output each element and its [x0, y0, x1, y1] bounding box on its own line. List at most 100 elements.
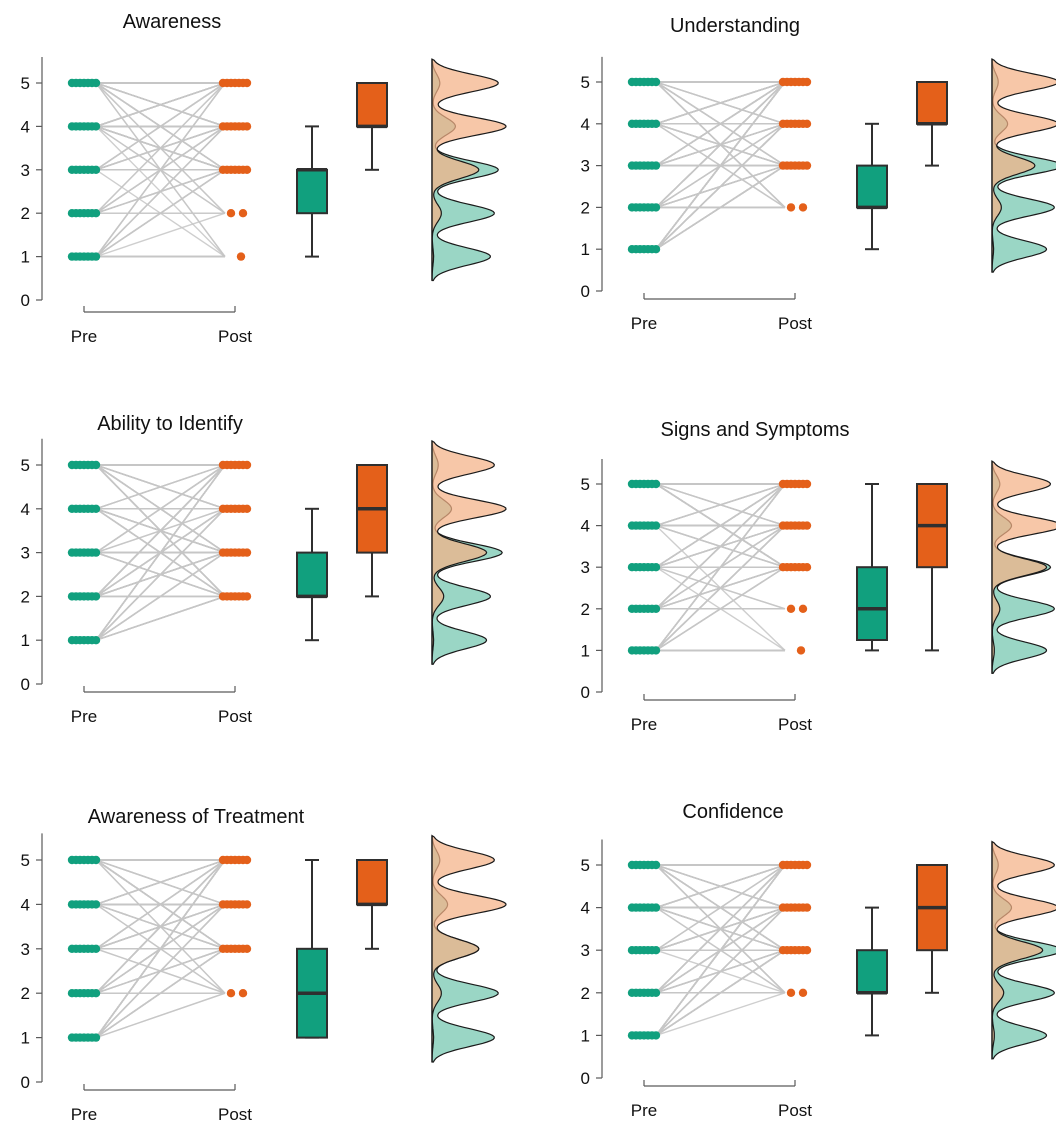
- y-tick-label: 2: [581, 198, 590, 217]
- post-point: [802, 479, 812, 489]
- pre-point: [91, 855, 101, 865]
- chart-panel-6: Confidence 0 1 2 3 4 5 Pre Post: [581, 801, 1056, 1120]
- pre-point: [91, 209, 101, 218]
- trajectory-line: [95, 508, 226, 554]
- y-tick-label: 4: [21, 500, 30, 519]
- post-outlier-point: [786, 604, 796, 613]
- post-density: [991, 840, 1056, 1060]
- y-tick-label: 3: [581, 157, 590, 176]
- post-point: [802, 903, 812, 912]
- trajectory-line: [95, 464, 226, 554]
- trajectory-line: [95, 125, 226, 258]
- post-point: [802, 563, 812, 572]
- trajectory-lines: [655, 483, 786, 652]
- pre-point: [91, 252, 101, 261]
- y-tick-label: 0: [21, 675, 30, 694]
- post-point: [242, 78, 252, 88]
- y-tick-label: 3: [581, 941, 590, 960]
- pre-point: [651, 946, 661, 955]
- chart-title: Signs and Symptoms: [661, 419, 850, 441]
- pre-point: [651, 119, 661, 128]
- post-outlier-point: [798, 988, 808, 997]
- pre-point: [651, 1031, 661, 1040]
- post-point: [802, 119, 812, 128]
- post-point: [802, 77, 812, 87]
- post-density: [991, 57, 1056, 273]
- trajectory-line: [95, 125, 226, 171]
- y-tick-label: 1: [21, 248, 30, 267]
- post-point: [802, 946, 812, 955]
- trajectory-line: [95, 82, 226, 128]
- pre-boxplot: [856, 122, 888, 251]
- post-outlier-point: [226, 209, 236, 218]
- pre-point: [91, 592, 101, 601]
- pre-boxplot: [856, 906, 888, 1037]
- post-outlier-point: [796, 646, 806, 655]
- y-tick-label: 0: [21, 1073, 30, 1092]
- post-outlier-point: [238, 989, 248, 998]
- pre-point: [91, 460, 101, 470]
- chart-panel-1: Awareness 0 1 2 3 4 5 Pre Post: [21, 11, 507, 346]
- x-tick-label: Pre: [631, 1101, 657, 1120]
- pre-point: [651, 245, 661, 254]
- trajectory-line: [95, 169, 226, 258]
- pre-point: [91, 165, 101, 174]
- trajectory-lines: [95, 464, 226, 641]
- trajectory-line: [655, 864, 786, 909]
- box-iqr: [296, 551, 328, 598]
- pre-point: [651, 563, 661, 572]
- pre-point: [651, 77, 661, 87]
- chart-panel-3: Ability to Identify 0 1 2 3 4 5 Pre Post: [21, 413, 507, 726]
- post-boxplot: [356, 464, 388, 598]
- box-iqr: [356, 859, 388, 906]
- y-tick-label: 4: [21, 117, 30, 136]
- trajectory-line: [95, 859, 226, 994]
- trajectory-line: [655, 525, 786, 610]
- x-tick-label: Pre: [631, 314, 657, 333]
- pre-point: [651, 604, 661, 613]
- trajectory-line: [655, 566, 786, 651]
- trajectory-line: [655, 524, 786, 568]
- pre-point: [651, 988, 661, 997]
- x-tick-label: Pre: [71, 1105, 97, 1124]
- x-tick-label: Post: [778, 314, 812, 333]
- box-iqr: [856, 949, 888, 994]
- chart-title: Ability to Identify: [97, 413, 243, 435]
- trajectory-line: [95, 82, 226, 258]
- box-iqr: [916, 81, 948, 125]
- y-tick-label: 4: [581, 517, 590, 536]
- trajectory-line: [655, 907, 786, 1036]
- trajectory-line: [655, 483, 786, 568]
- post-point: [242, 165, 252, 174]
- density-group: [431, 439, 507, 665]
- y-tick-label: 1: [21, 631, 30, 650]
- post-point: [242, 460, 252, 470]
- x-tick-label: Pre: [631, 715, 657, 734]
- x-tick-label: Pre: [71, 327, 97, 346]
- post-boxplot: [356, 82, 388, 171]
- density-group: [431, 834, 507, 1063]
- trajectory-line: [655, 81, 786, 167]
- trajectory-line: [655, 483, 786, 527]
- post-point: [242, 548, 252, 557]
- trajectory-line: [95, 992, 226, 1039]
- chart-panel-2: Understanding 0 1 2 3 4 5 Pre Post: [581, 15, 1056, 333]
- trajectory-lines: [95, 859, 226, 1039]
- chart-title: Awareness: [123, 11, 222, 33]
- y-tick-label: 2: [581, 984, 590, 1003]
- pre-point: [651, 903, 661, 912]
- post-boxplot: [916, 864, 948, 994]
- chart-title: Understanding: [670, 15, 800, 37]
- trajectory-line: [95, 859, 226, 906]
- pre-point: [651, 479, 661, 489]
- y-tick-label: 4: [21, 895, 30, 914]
- y-tick-label: 5: [21, 851, 30, 870]
- post-density: [431, 439, 507, 665]
- y-tick-label: 3: [21, 544, 30, 563]
- trajectory-line: [95, 859, 226, 950]
- y-tick-label: 2: [21, 587, 30, 606]
- x-tick-label: Pre: [71, 707, 97, 726]
- post-point: [802, 521, 812, 530]
- trajectory-line: [655, 525, 786, 651]
